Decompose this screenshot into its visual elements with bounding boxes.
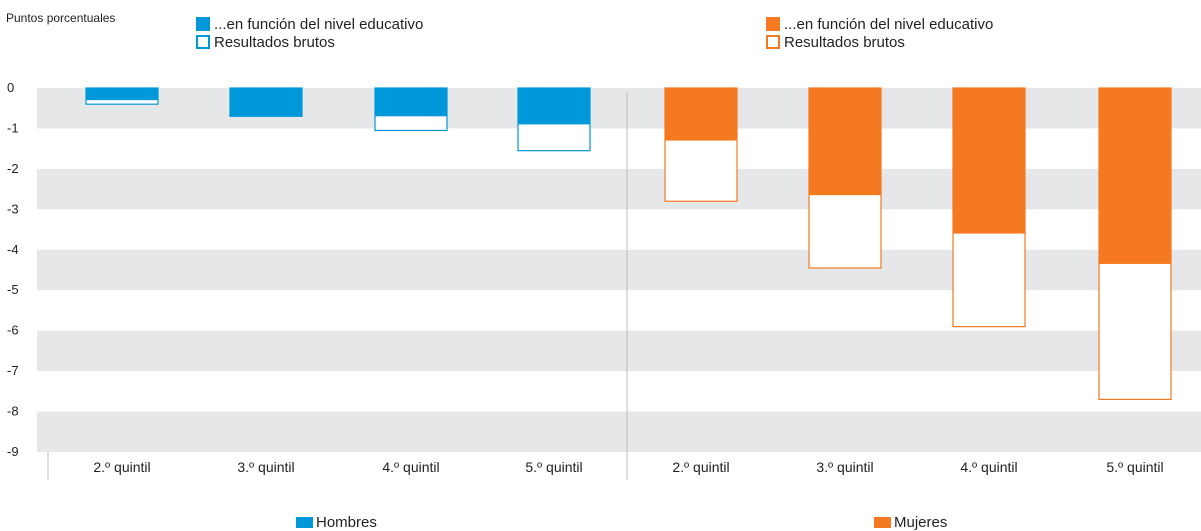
x-tick-label: 3.º quintil bbox=[237, 459, 294, 475]
x-tick-label: 4.º quintil bbox=[960, 459, 1017, 475]
bar-filled bbox=[229, 88, 303, 117]
y-tick-label: -8 bbox=[7, 404, 19, 419]
bar-filled bbox=[1098, 88, 1172, 264]
grid-band bbox=[37, 330, 1201, 372]
bar-filled bbox=[808, 88, 882, 196]
bar-filled bbox=[374, 88, 448, 117]
grid-band bbox=[37, 168, 1201, 210]
legend-hombres: ...en función del nivel educativo Result… bbox=[196, 15, 423, 51]
x-tick-label: 5.º quintil bbox=[525, 459, 582, 475]
x-tick-label: 2.º quintil bbox=[93, 459, 150, 475]
legend-label: ...en función del nivel educativo bbox=[784, 15, 994, 33]
grid-band bbox=[37, 249, 1201, 291]
y-axis-label: Puntos porcentuales bbox=[6, 11, 116, 25]
bar-filled bbox=[517, 88, 591, 125]
legend-swatch-filled bbox=[766, 17, 780, 31]
x-tick-label: 5.º quintil bbox=[1106, 459, 1163, 475]
x-tick-label: 2.º quintil bbox=[672, 459, 729, 475]
group-label: Mujeres bbox=[894, 514, 948, 531]
legend-swatch-outline bbox=[766, 35, 780, 49]
legend-swatch-outline bbox=[196, 35, 210, 49]
group-label: Hombres bbox=[316, 514, 377, 531]
legend-item-outline: Resultados brutos bbox=[766, 33, 993, 51]
grid-band bbox=[37, 411, 1201, 452]
group-legend-hombres: Hombres bbox=[296, 514, 377, 531]
bar-filled bbox=[664, 88, 738, 141]
x-tick-label: 3.º quintil bbox=[816, 459, 873, 475]
x-tick-label: 4.º quintil bbox=[382, 459, 439, 475]
legend-swatch-filled bbox=[196, 17, 210, 31]
legend-label: ...en función del nivel educativo bbox=[214, 15, 424, 33]
y-tick-label: 0 bbox=[7, 80, 14, 95]
group-swatch bbox=[874, 517, 891, 528]
legend-label: Resultados brutos bbox=[784, 33, 905, 51]
y-tick-label: -1 bbox=[7, 120, 19, 135]
y-tick-label: -7 bbox=[7, 363, 19, 378]
grid-band bbox=[37, 88, 1201, 129]
legend-label: Resultados brutos bbox=[214, 33, 335, 51]
legend-item-outline: Resultados brutos bbox=[196, 33, 423, 51]
y-tick-label: -3 bbox=[7, 201, 19, 216]
y-tick-label: -5 bbox=[7, 282, 19, 297]
y-tick-label: -4 bbox=[7, 242, 19, 257]
group-swatch bbox=[296, 517, 313, 528]
y-tick-label: -9 bbox=[7, 444, 19, 459]
y-tick-label: -2 bbox=[7, 161, 19, 176]
legend-mujeres: ...en función del nivel educativo Result… bbox=[766, 15, 993, 51]
bar-filled bbox=[85, 88, 159, 101]
legend-item-filled: ...en función del nivel educativo bbox=[766, 15, 993, 33]
group-legend-mujeres: Mujeres bbox=[874, 514, 947, 531]
bar-filled bbox=[952, 88, 1026, 234]
y-tick-label: -6 bbox=[7, 323, 19, 338]
legend-item-filled: ...en función del nivel educativo bbox=[196, 15, 423, 33]
